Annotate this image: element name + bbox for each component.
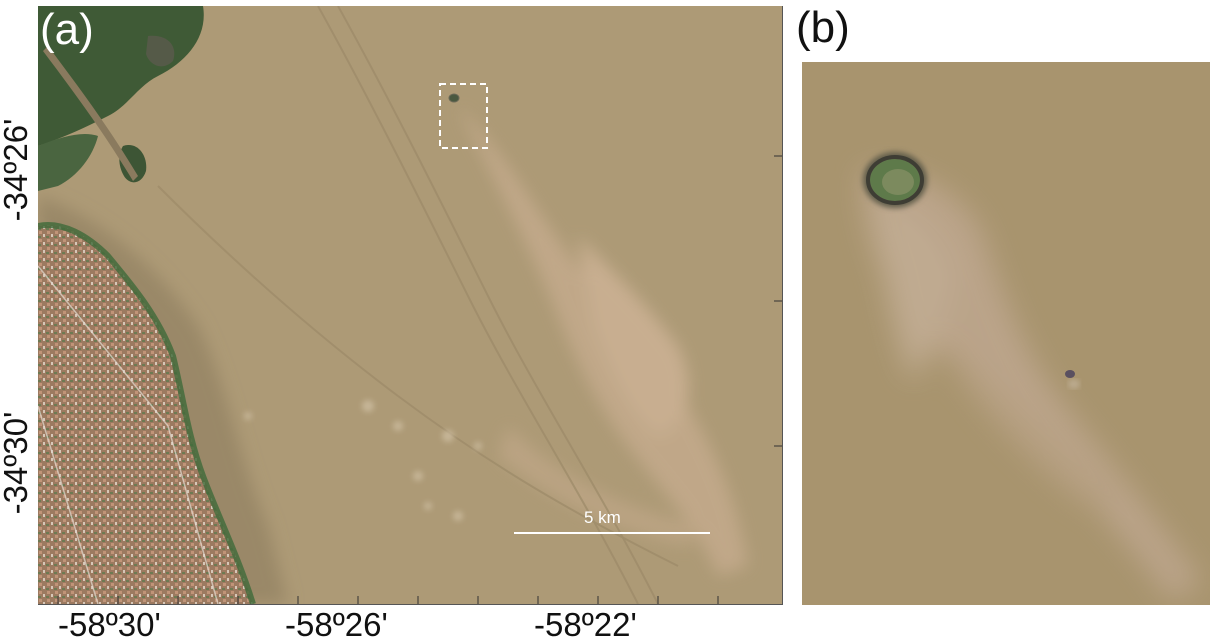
- panel-label-b: (b): [796, 3, 850, 52]
- delta-islands: [38, 6, 204, 191]
- urban-area: [38, 222, 256, 604]
- inset-box: [439, 83, 488, 149]
- y-tick-label-1: -34º26': [0, 118, 34, 222]
- x-tick-label-1: -58º30': [58, 606, 161, 643]
- x-tick-label-2: -58º26': [285, 606, 388, 643]
- map-overview-graphic: [38, 6, 782, 604]
- x-tick-label-3: -58º22': [534, 606, 637, 643]
- navigation-channel: [157, 6, 679, 604]
- map-inset-graphic: [802, 62, 1210, 605]
- satellite-map-overview: 5 km: [38, 6, 783, 605]
- scale-bar-label: 5 km: [584, 508, 621, 527]
- y-tick-label-2: -34º30': [0, 411, 34, 515]
- inset-sediment-plume: [862, 170, 1202, 602]
- satellite-map-inset: [802, 62, 1210, 605]
- panel-label-a: (a): [40, 5, 94, 54]
- island: [863, 152, 927, 208]
- sediment-plume: [458, 106, 748, 576]
